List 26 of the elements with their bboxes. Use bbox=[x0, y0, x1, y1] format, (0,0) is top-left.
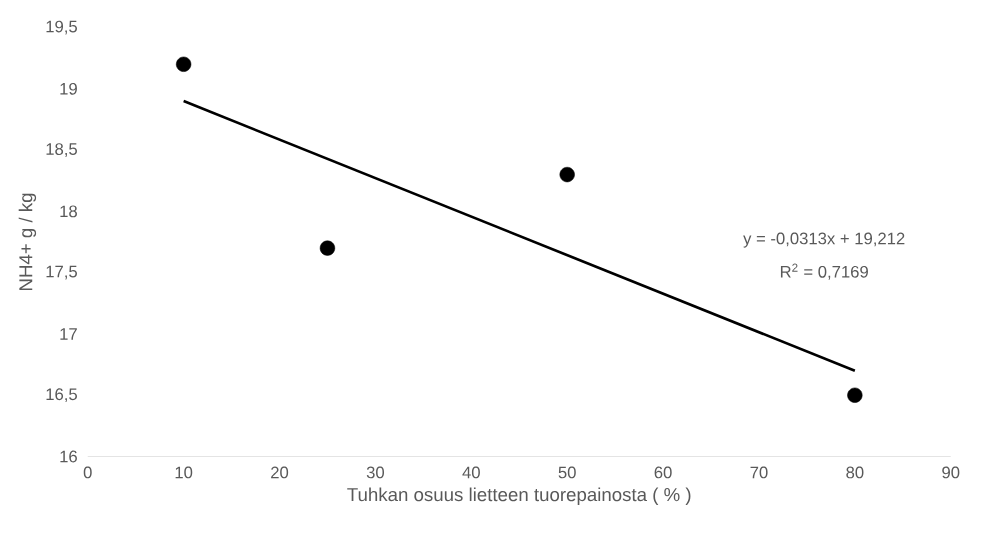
annotation: y = -0,0313x + 19,212 bbox=[743, 232, 905, 248]
point bbox=[847, 387, 863, 403]
y-tick-label: 16,5 bbox=[46, 388, 77, 403]
x-tick-label: 30 bbox=[366, 466, 385, 479]
x-tick-label: 0 bbox=[83, 466, 92, 479]
x-tick-label: 80 bbox=[846, 466, 864, 479]
x-tick-label: 40 bbox=[462, 466, 480, 479]
x-axis-title: Tuhkan osuus lietteen tuorepainosta ( % ) bbox=[347, 487, 691, 505]
point bbox=[319, 240, 336, 256]
x-tick-label: 20 bbox=[271, 466, 289, 479]
point bbox=[176, 56, 192, 72]
y-tick-label: 19 bbox=[60, 82, 77, 95]
annotation: R$^{2}$ = 0,7169 bbox=[780, 263, 868, 280]
y-tick-label: 17 bbox=[60, 328, 77, 340]
x-tick-label: 50 bbox=[558, 466, 576, 479]
x-tick-label: 60 bbox=[654, 466, 672, 479]
x-tick-label: 10 bbox=[175, 466, 193, 479]
point bbox=[559, 166, 575, 183]
y-axis-title: NH4+ g / kg bbox=[18, 193, 37, 291]
x-tick-label: 90 bbox=[942, 466, 960, 479]
y-tick-label: 18,5 bbox=[46, 143, 77, 157]
y-tick-label: 16 bbox=[60, 450, 77, 463]
y-tick-label: 17,5 bbox=[46, 265, 77, 280]
y-tick-label: 19,5 bbox=[46, 20, 77, 35]
y-tick-label: 18 bbox=[60, 205, 77, 218]
x-tick-label: 70 bbox=[750, 466, 768, 479]
